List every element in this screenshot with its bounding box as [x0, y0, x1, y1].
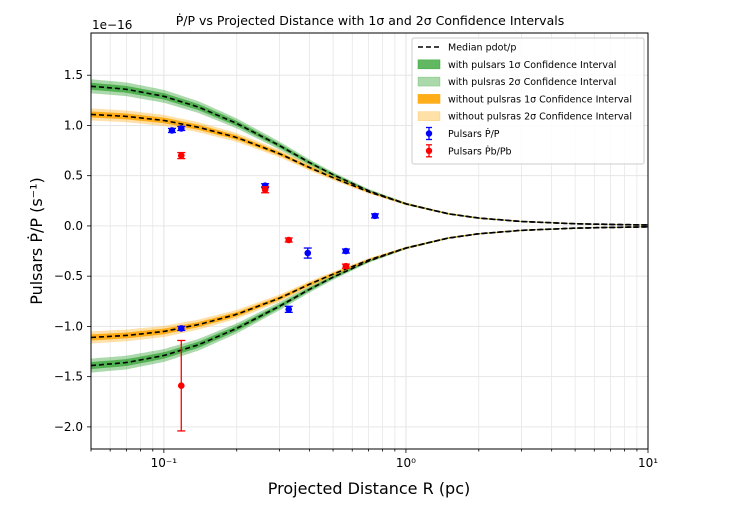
data-point — [371, 212, 379, 220]
confidence-band — [91, 82, 648, 226]
y-tick-label: −1.5 — [54, 370, 83, 384]
y-tick-label: −1.0 — [54, 319, 83, 333]
legend-patch-swatch — [417, 111, 441, 121]
confidence-band — [91, 226, 648, 341]
legend-entry: with pulsras 2σ Confidence Interval — [417, 76, 616, 88]
legend-label: Median pdot/p — [448, 43, 516, 54]
data-point — [342, 247, 350, 255]
x-tick-label: 10¹ — [638, 456, 658, 470]
chart-title: Ṗ/P vs Projected Distance with 1σ and 2σ… — [176, 13, 564, 28]
data-point — [177, 152, 185, 159]
data-point — [304, 249, 312, 257]
axes-frame — [90, 32, 649, 450]
legend-entry: Pulsars Ṗb/Pb — [425, 144, 512, 158]
legend-label: Pulsars Ṗ/P — [448, 129, 500, 140]
y-tick-label: 1.0 — [64, 118, 83, 132]
legend-patch-swatch — [417, 76, 441, 87]
legend-entry: Median pdot/p — [418, 43, 516, 54]
data-point — [285, 306, 293, 313]
data-point — [177, 325, 185, 332]
legend-label: without pulsras 2σ Confidence Interval — [448, 112, 632, 123]
legend-patch-swatch — [417, 94, 441, 104]
data-point — [342, 262, 350, 270]
median-curve — [91, 226, 648, 339]
data-series — [167, 125, 379, 332]
median-curve — [91, 113, 648, 226]
legend-entry: without pulsras 1σ Confidence Interval — [417, 94, 632, 105]
legend-marker-swatch — [425, 130, 433, 137]
data-point — [177, 125, 185, 132]
legend-entry: Pulsars Ṗ/P — [425, 126, 500, 141]
data-point — [177, 382, 185, 389]
confidence-band — [91, 226, 648, 370]
median-curves — [91, 85, 648, 367]
data-point — [168, 127, 176, 134]
data-point — [261, 186, 269, 194]
data-point — [285, 236, 293, 244]
legend-label: without pulsras 1σ Confidence Interval — [448, 94, 632, 105]
legend-label: with pulsars 1σ Confidence Interval — [448, 60, 616, 71]
x-tick-label: 10⁻¹ — [151, 456, 178, 470]
y-tick-label: 0.0 — [64, 219, 83, 233]
median-curve — [91, 226, 648, 367]
legend-entry: with pulsars 1σ Confidence Interval — [417, 59, 616, 71]
confidence-bands — [91, 79, 648, 373]
confidence-band — [91, 226, 648, 373]
legend-label: Pulsars Ṗb/Pb — [448, 146, 512, 157]
legend-patch-swatch — [417, 59, 441, 70]
x-tick-label: 10⁰ — [396, 456, 416, 470]
legend: Median pdot/p with pulsars 1σ Confidence … — [411, 37, 645, 165]
data-series — [177, 151, 350, 432]
legend-entry: without pulsras 2σ Confidence Interval — [417, 111, 632, 123]
y-tick-label: 0.5 — [64, 169, 83, 183]
confidence-band — [91, 79, 648, 226]
x-axis-label: Projected Distance R (pc) — [268, 479, 471, 498]
y-axis-offset-label: 1e−16 — [92, 18, 132, 32]
legend-label: with pulsras 2σ Confidence Interval — [448, 77, 616, 88]
y-tick-label: 1.5 — [64, 68, 83, 82]
y-tick-label: −0.5 — [54, 269, 83, 283]
legend-marker-swatch — [425, 147, 433, 154]
y-axis-label: Pulsars Ṗ/P (s⁻¹) — [27, 177, 46, 305]
legend-box — [411, 37, 645, 165]
y-tick-label: −2.0 — [54, 420, 83, 434]
